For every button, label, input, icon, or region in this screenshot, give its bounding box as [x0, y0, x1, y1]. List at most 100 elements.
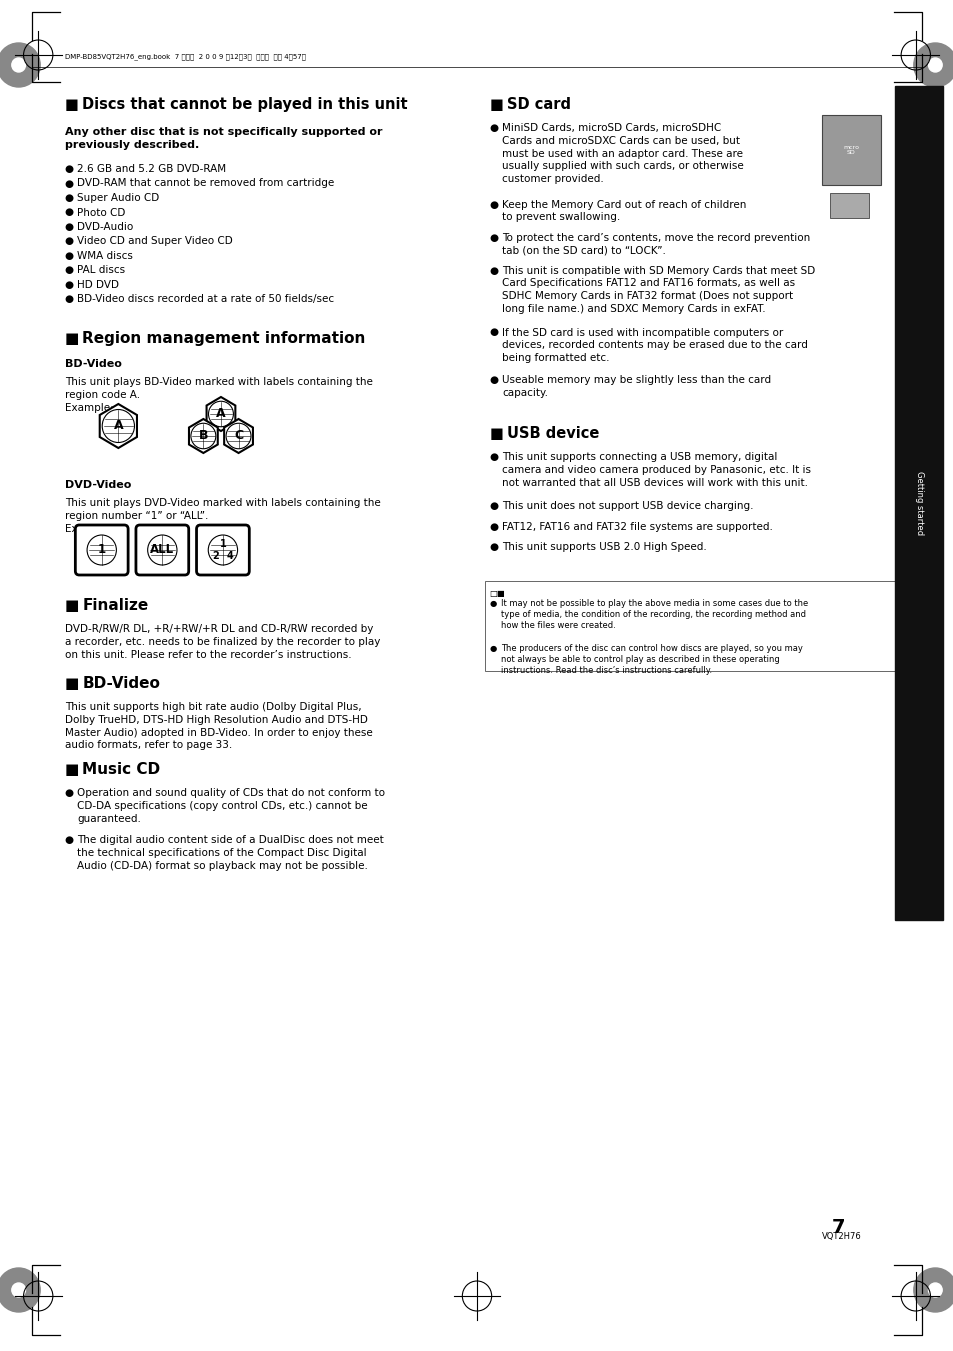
Text: BD-Video discs recorded at a rate of 50 fields/sec: BD-Video discs recorded at a rate of 50 … — [77, 295, 335, 304]
Text: This unit plays DVD-Video marked with labels containing the
region number “1” or: This unit plays DVD-Video marked with la… — [65, 499, 380, 534]
Text: This unit supports connecting a USB memory, digital
camera and video camera prod: This unit supports connecting a USB memo… — [502, 453, 811, 488]
Circle shape — [0, 1269, 40, 1312]
Text: This unit does not support USB device charging.: This unit does not support USB device ch… — [502, 501, 753, 512]
Text: This unit is compatible with SD Memory Cards that meet SD
Card Specifications FA: This unit is compatible with SD Memory C… — [502, 266, 815, 313]
Text: Video CD and Super Video CD: Video CD and Super Video CD — [77, 236, 233, 246]
Text: ●: ● — [65, 193, 73, 203]
Text: A: A — [113, 420, 123, 432]
Text: 1: 1 — [219, 539, 226, 549]
Text: This unit supports USB 2.0 High Speed.: This unit supports USB 2.0 High Speed. — [502, 543, 706, 553]
Text: ●: ● — [65, 280, 73, 290]
Text: mcro
SD: mcro SD — [842, 145, 859, 155]
Text: Keep the Memory Card out of reach of children
to prevent swallowing.: Keep the Memory Card out of reach of chi… — [502, 200, 746, 223]
Circle shape — [927, 58, 942, 72]
Text: ●: ● — [489, 453, 498, 462]
Text: ■: ■ — [65, 97, 78, 112]
Text: ●: ● — [489, 232, 498, 242]
Text: ●: ● — [489, 266, 498, 276]
Text: ●: ● — [489, 598, 497, 608]
Text: ■: ■ — [65, 331, 79, 346]
Text: 2.6 GB and 5.2 GB DVD-RAM: 2.6 GB and 5.2 GB DVD-RAM — [77, 163, 226, 174]
Text: Finalize: Finalize — [82, 598, 149, 613]
Text: ●: ● — [489, 521, 498, 532]
Circle shape — [913, 43, 953, 86]
Circle shape — [11, 58, 26, 72]
Text: Useable memory may be slightly less than the card
capacity.: Useable memory may be slightly less than… — [502, 376, 771, 397]
Text: ●: ● — [489, 123, 498, 132]
Text: ●: ● — [65, 178, 73, 189]
Text: To protect the card’s contents, move the record prevention
tab (on the SD card) : To protect the card’s contents, move the… — [502, 232, 810, 255]
Text: ●: ● — [489, 376, 498, 385]
Text: If the SD card is used with incompatible computers or
devices, recorded contents: If the SD card is used with incompatible… — [502, 327, 807, 363]
Polygon shape — [224, 419, 253, 453]
Polygon shape — [100, 404, 137, 449]
FancyBboxPatch shape — [484, 581, 914, 671]
Text: 1: 1 — [97, 543, 106, 557]
Text: This unit plays BD-Video marked with labels containing the
region code A.
Exampl: This unit plays BD-Video marked with lab… — [65, 377, 372, 412]
Text: Photo CD: Photo CD — [77, 208, 126, 218]
Text: The producers of the disc can control how discs are played, so you may
not alway: The producers of the disc can control ho… — [501, 644, 802, 676]
Polygon shape — [207, 397, 235, 431]
Text: ●: ● — [65, 266, 73, 276]
Text: ■: ■ — [65, 598, 79, 613]
Text: ■: ■ — [489, 97, 503, 112]
Text: VQT2H76: VQT2H76 — [821, 1232, 861, 1242]
Text: 2: 2 — [213, 551, 219, 561]
Text: ●: ● — [489, 200, 498, 209]
FancyBboxPatch shape — [821, 115, 880, 185]
Text: DMP-BD85VQT2H76_eng.book  7 ページ  2 0 0 9 年12月3日  木曜日  午後 4時57分: DMP-BD85VQT2H76_eng.book 7 ページ 2 0 0 9 年… — [65, 53, 305, 59]
Text: BD-Video: BD-Video — [65, 359, 121, 369]
Text: WMA discs: WMA discs — [77, 251, 133, 261]
Text: DVD-Video: DVD-Video — [65, 480, 131, 490]
Text: 7: 7 — [831, 1219, 844, 1238]
Text: It may not be possible to play the above media in some cases due to the
type of : It may not be possible to play the above… — [501, 598, 808, 630]
Text: HD DVD: HD DVD — [77, 280, 119, 290]
Text: ●: ● — [65, 835, 73, 846]
Text: Operation and sound quality of CDs that do not conform to
CD-DA specifications (: Operation and sound quality of CDs that … — [77, 788, 385, 824]
Circle shape — [11, 1283, 26, 1297]
Circle shape — [0, 43, 40, 86]
FancyBboxPatch shape — [135, 526, 189, 576]
Text: ●: ● — [489, 501, 498, 512]
Text: 4: 4 — [226, 551, 233, 561]
Text: SD card: SD card — [507, 97, 571, 112]
Text: ●: ● — [65, 295, 73, 304]
Text: ●: ● — [65, 788, 73, 798]
FancyBboxPatch shape — [829, 193, 868, 218]
Text: ●: ● — [65, 222, 73, 232]
Text: ●: ● — [489, 644, 497, 653]
FancyBboxPatch shape — [196, 526, 249, 576]
Text: Discs that cannot be played in this unit: Discs that cannot be played in this unit — [82, 97, 407, 112]
Polygon shape — [189, 419, 217, 453]
Text: MiniSD Cards, microSD Cards, microSDHC
Cards and microSDXC Cards can be used, bu: MiniSD Cards, microSD Cards, microSDHC C… — [502, 123, 743, 184]
Text: Super Audio CD: Super Audio CD — [77, 193, 159, 203]
Text: □■: □■ — [489, 589, 505, 598]
Text: ■: ■ — [489, 426, 503, 440]
Text: B: B — [198, 430, 208, 443]
Text: C: C — [233, 430, 243, 443]
Text: PAL discs: PAL discs — [77, 266, 125, 276]
Text: ●: ● — [489, 327, 498, 338]
FancyBboxPatch shape — [75, 526, 128, 576]
Text: USB device: USB device — [507, 426, 599, 440]
Text: ●: ● — [65, 251, 73, 261]
Text: Music CD: Music CD — [82, 762, 160, 777]
Text: Any other disc that is not specifically supported or
previously described.: Any other disc that is not specifically … — [65, 127, 382, 150]
Text: ●: ● — [65, 236, 73, 246]
Text: DVD-RAM that cannot be removed from cartridge: DVD-RAM that cannot be removed from cart… — [77, 178, 335, 189]
Text: A: A — [216, 408, 226, 420]
Text: ALL: ALL — [151, 543, 174, 557]
Text: DVD-R/RW/R DL, +R/+RW/+R DL and CD-R/RW recorded by
a recorder, etc. needs to be: DVD-R/RW/R DL, +R/+RW/+R DL and CD-R/RW … — [65, 624, 379, 659]
Text: DVD-Audio: DVD-Audio — [77, 222, 133, 232]
Text: Region management information: Region management information — [82, 331, 365, 346]
Text: FAT12, FAT16 and FAT32 file systems are supported.: FAT12, FAT16 and FAT32 file systems are … — [502, 521, 773, 532]
Text: This unit supports high bit rate audio (Dolby Digital Plus,
Dolby TrueHD, DTS-HD: This unit supports high bit rate audio (… — [65, 703, 372, 750]
Text: BD-Video: BD-Video — [82, 676, 160, 690]
Text: Getting started: Getting started — [914, 471, 923, 535]
Text: The digital audio content side of a DualDisc does not meet
the technical specifi: The digital audio content side of a Dual… — [77, 835, 384, 871]
Text: ●: ● — [65, 208, 73, 218]
Text: ●: ● — [65, 163, 73, 174]
Text: ■: ■ — [65, 676, 79, 690]
Circle shape — [913, 1269, 953, 1312]
Text: ■: ■ — [65, 762, 79, 777]
